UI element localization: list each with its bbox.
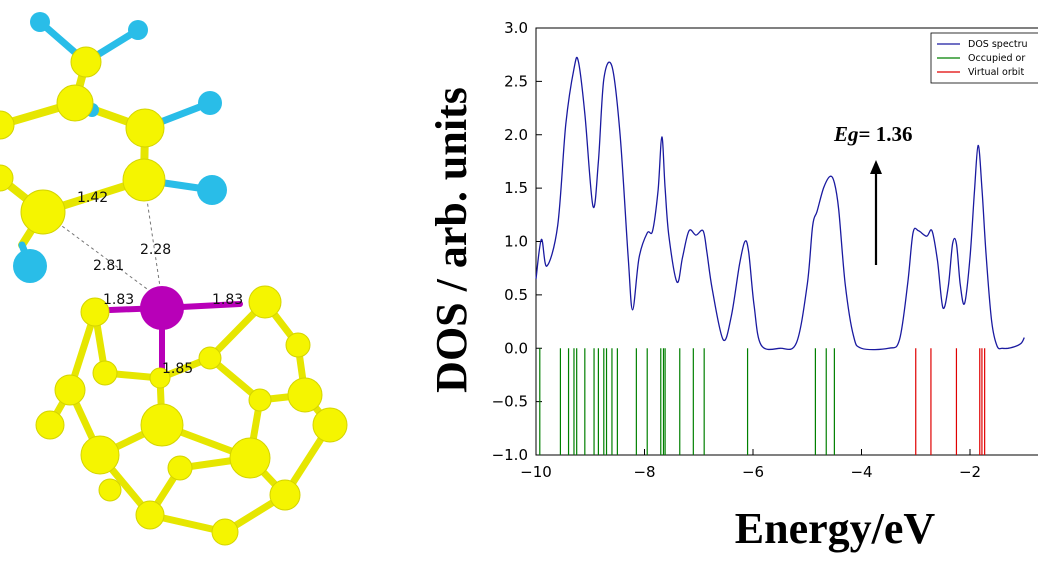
fluorine-atoms [13, 12, 227, 283]
band-gap-symbol: Eg [833, 122, 859, 146]
x-tick-label: −10 [520, 463, 552, 481]
y-tick-label: −1.0 [492, 446, 528, 464]
bond-label-c-c: 1.42 [77, 190, 108, 206]
carbon-atoms-upper [0, 46, 166, 235]
band-gap-label: Eg= 1.36 [833, 122, 912, 146]
band-gap-value: = 1.36 [859, 122, 913, 146]
dos-chart: −1.0−0.50.00.51.01.52.02.53.0 −10 −8 −6 −4−… [427, 19, 1038, 553]
x-tick-label: −8 [633, 463, 655, 481]
bond-label-m-c-diagonal: 2.81 [93, 258, 124, 274]
y-tick-label: 0.0 [504, 339, 528, 357]
virtual-orbital-sticks [915, 348, 986, 455]
y-tick-label: 1.5 [504, 179, 528, 197]
metal-atom [140, 286, 184, 330]
y-tick-label: −0.5 [492, 393, 528, 411]
cage-atoms [35, 285, 348, 546]
y-tick-label: 2.0 [504, 126, 528, 144]
y-tick-label: 2.5 [504, 72, 528, 90]
x-axis: −10 −8 −6 −4 −2 [520, 449, 981, 481]
plot-frame [535, 27, 1038, 456]
y-axis: −1.0 −0.5 0.0 0.5 1.0 1.5 2.0 2.5 3.0 [492, 19, 542, 464]
legend-label-occupied: Occupied or [968, 53, 1025, 64]
y-tick-label: 3.0 [504, 19, 528, 37]
bond-label-m-left: 1.83 [103, 292, 134, 308]
legend-label-virtual: Virtual orbit [968, 67, 1024, 78]
dos-spectrum-line [535, 56, 1025, 351]
legend: DOS spectru Occupied or Virtual orbit [930, 32, 1038, 84]
x-tick-label: −6 [742, 463, 764, 481]
bond-label-m-down: 1.85 [162, 361, 193, 377]
y-tick-label: 1.0 [504, 233, 528, 251]
legend-label-dos: DOS spectru [968, 39, 1028, 50]
molecule-structure: 1.42 2.28 2.81 1.83 1.83 1.85 [0, 12, 348, 546]
x-tick-label: −2 [959, 463, 981, 481]
band-gap-arrow-head [870, 160, 882, 174]
y-tick-label: 0.5 [504, 286, 528, 304]
y-axis-title: DOS / arb. units [427, 87, 476, 393]
occupied-orbital-sticks [539, 348, 835, 455]
x-axis-title: Energy/eV [735, 504, 936, 553]
band-gap-annotation: Eg= 1.36 [833, 122, 912, 265]
bond-label-m-right: 1.83 [212, 292, 243, 308]
x-tick-label: −4 [850, 463, 872, 481]
bond-label-m-c-upper: 2.28 [140, 242, 171, 258]
